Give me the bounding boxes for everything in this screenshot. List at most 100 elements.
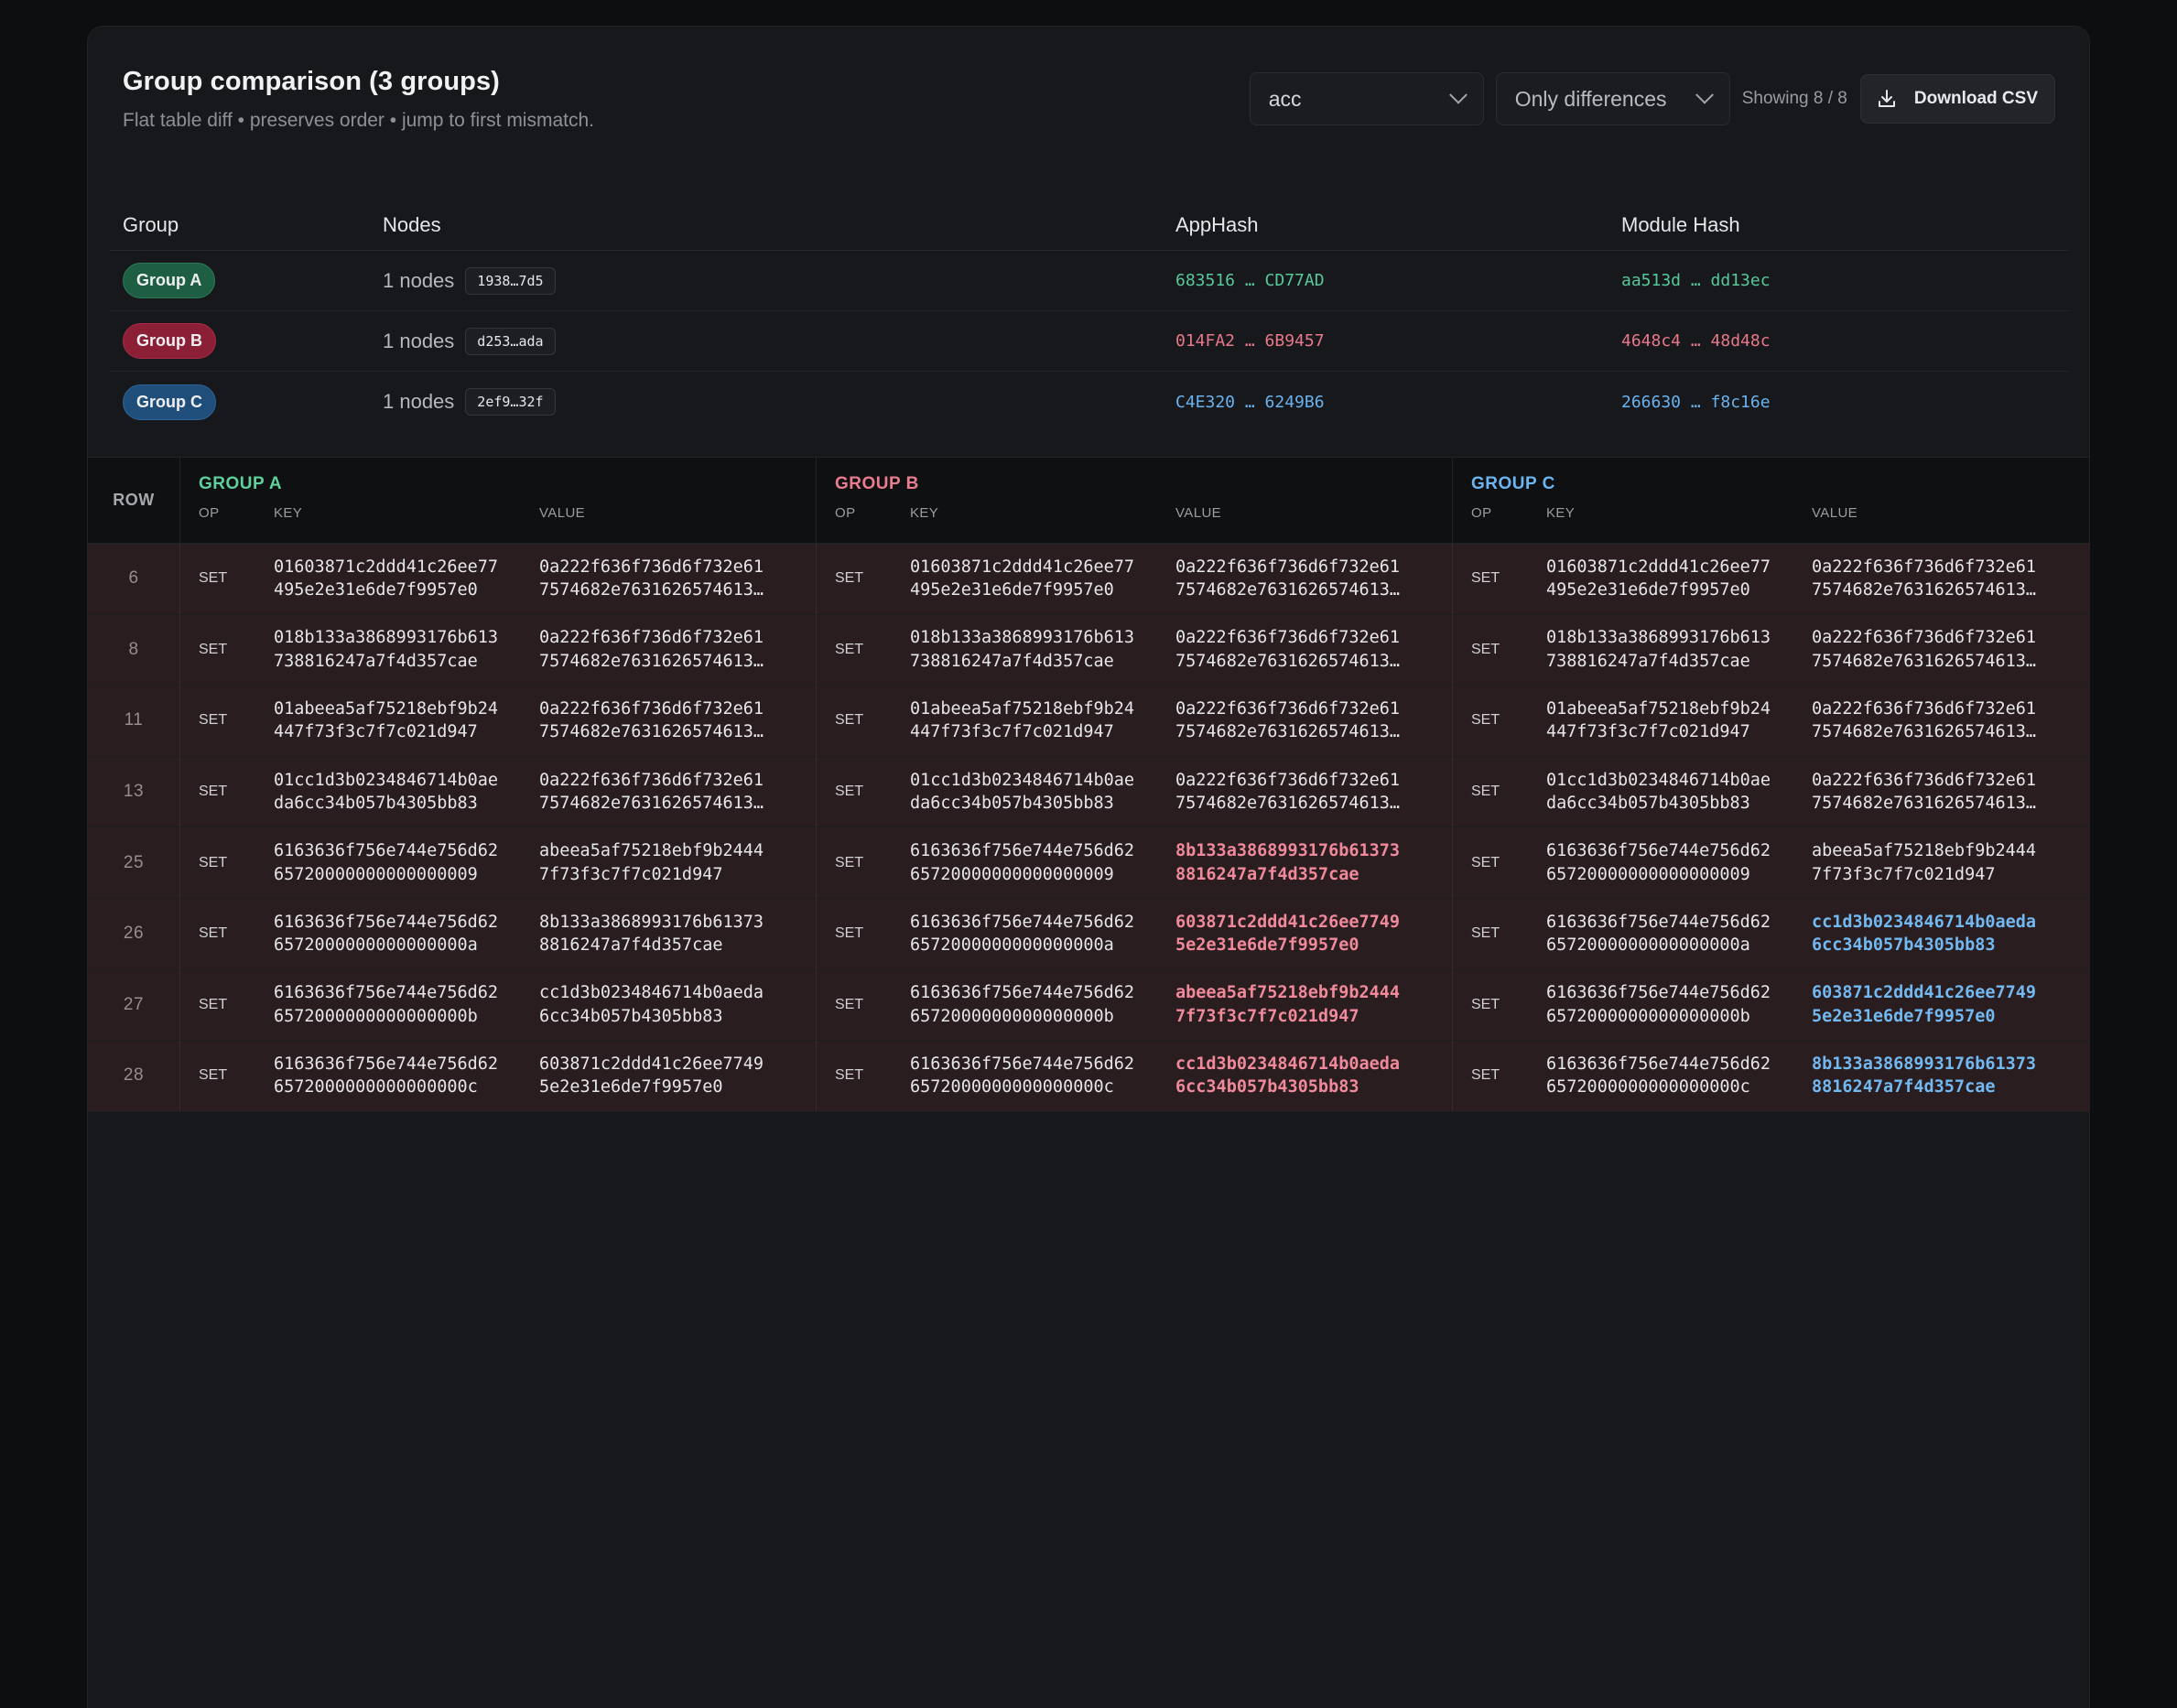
- op-cell: SET: [835, 570, 864, 587]
- node-count: 1 nodes: [383, 268, 455, 292]
- value-cell: 0a222f636f736d6f732e61 7574682e763162657…: [1175, 770, 1401, 814]
- download-csv-button[interactable]: Download CSV: [1859, 74, 2055, 124]
- op-cell: SET: [199, 996, 228, 1012]
- op-cell: SET: [199, 1067, 228, 1084]
- diff-row[interactable]: 11 SET 01abeea5af75218ebf9b24 447f73f3c7f7…: [88, 686, 2089, 757]
- op-cell: SET: [199, 925, 228, 942]
- value-cell: abeea5af75218ebf9b2444 7f73f3c7f7c021d94…: [1175, 983, 1401, 1026]
- key-cell: 01abeea5af75218ebf9b24 447f73f3c7f7c021d…: [910, 698, 1135, 742]
- key-cell: 01603871c2ddd41c26ee77 495e2e31e6de7f995…: [274, 557, 499, 600]
- op-header: OP: [835, 505, 856, 521]
- value-cell: cc1d3b0234846714b0aeda 6cc34b057b4305bb8…: [1175, 1054, 1401, 1097]
- op-cell: SET: [835, 854, 864, 870]
- diff-row[interactable]: 27 SET 6163636f756e744e756d62 657200000000…: [88, 969, 2089, 1042]
- op-cell: SET: [835, 784, 864, 800]
- key-cell: 01abeea5af75218ebf9b24 447f73f3c7f7c021d…: [1546, 698, 1771, 742]
- page-title: Group comparison (3 groups): [123, 67, 500, 96]
- group-c-title: GROUP C: [1471, 474, 1555, 493]
- value-cell: cc1d3b0234846714b0aeda 6cc34b057b4305bb8…: [1812, 912, 2037, 956]
- diff-table: ROW GROUP A OP KEY VALUE GROUP B OP KEY VALU…: [88, 457, 2089, 1112]
- row-number: 28: [88, 1041, 180, 1111]
- diff-row[interactable]: 13 SET 01cc1d3b0234846714b0ae da6cc34b057b…: [88, 756, 2089, 828]
- key-cell: 01cc1d3b0234846714b0ae da6cc34b057b4305b…: [910, 770, 1135, 814]
- group-a-cells: SET 6163636f756e744e756d62 65720000000000…: [180, 827, 817, 898]
- op-cell: SET: [1471, 1067, 1500, 1084]
- group-b-cells: SET 6163636f756e744e756d62 65720000000000…: [817, 827, 1453, 898]
- diff-row[interactable]: 25 SET 6163636f756e744e756d62 657200000000…: [88, 827, 2089, 899]
- row-number: 26: [88, 898, 180, 969]
- value-header: VALUE: [539, 505, 586, 521]
- op-cell: SET: [199, 570, 228, 587]
- key-cell: 018b133a3868993176b613 738816247a7f4d357…: [910, 628, 1135, 671]
- group-b-cells: SET 6163636f756e744e756d62 65720000000000…: [817, 969, 1453, 1041]
- value-cell: 0a222f636f736d6f732e61 7574682e763162657…: [539, 557, 764, 600]
- modulehash-value: aa513d … dd13ec: [1621, 271, 1771, 290]
- group-a-badge[interactable]: Group A: [123, 263, 216, 298]
- key-cell: 6163636f756e744e756d62 65720000000000000…: [1546, 841, 1771, 884]
- value-cell: cc1d3b0234846714b0aeda 6cc34b057b4305bb8…: [539, 983, 764, 1026]
- op-cell: SET: [835, 996, 864, 1012]
- mode-select-value: Only differences: [1514, 86, 1667, 111]
- value-cell: 603871c2ddd41c26ee7749 5e2e31e6de7f9957e…: [1812, 983, 2037, 1026]
- diff-row[interactable]: 26 SET 6163636f756e744e756d62 657200000000…: [88, 898, 2089, 970]
- diff-row[interactable]: 6 SET 01603871c2ddd41c26ee77 495e2e31e6de7…: [88, 544, 2089, 615]
- value-cell: 8b133a3868993176b61373 8816247a7f4d357ca…: [539, 912, 764, 956]
- group-a-cells: SET 01abeea5af75218ebf9b24 447f73f3c7f7c0…: [180, 686, 817, 756]
- diff-row[interactable]: 28 SET 6163636f756e744e756d62 657200000000…: [88, 1041, 2089, 1112]
- op-cell: SET: [1471, 784, 1500, 800]
- panel-header: Group comparison (3 groups) Flat table d…: [123, 67, 594, 132]
- node-id-chip[interactable]: 1938…7d5: [465, 266, 556, 295]
- key-cell: 01cc1d3b0234846714b0ae da6cc34b057b4305b…: [1546, 770, 1771, 814]
- op-cell: SET: [1471, 925, 1500, 942]
- col-apphash: AppHash: [1175, 213, 1259, 236]
- key-cell: 018b133a3868993176b613 738816247a7f4d357…: [1546, 628, 1771, 671]
- col-nodes: Nodes: [383, 213, 441, 236]
- row-header: ROW: [88, 458, 180, 543]
- node-id-chip[interactable]: 2ef9…32f: [465, 388, 556, 416]
- group-a-cells: SET 6163636f756e744e756d62 65720000000000…: [180, 898, 817, 969]
- showing-count: Showing 8 / 8: [1741, 89, 1847, 108]
- key-cell: 01603871c2ddd41c26ee77 495e2e31e6de7f995…: [910, 557, 1135, 600]
- summary-row: Group B 1 nodes d253…ada 014FA2 … 6B9457 …: [110, 311, 2069, 372]
- value-cell: 0a222f636f736d6f732e61 7574682e763162657…: [1175, 628, 1401, 671]
- page-subtitle: Flat table diff • preserves order • jump…: [123, 110, 594, 131]
- group-c-header: GROUP C OP KEY VALUE: [1453, 458, 2089, 543]
- value-header: VALUE: [1812, 505, 1858, 521]
- group-c-cells: SET 018b133a3868993176b613 738816247a7f4d…: [1453, 615, 2089, 686]
- group-c-badge[interactable]: Group C: [123, 384, 216, 420]
- op-cell: SET: [835, 925, 864, 942]
- mode-select[interactable]: Only differences: [1495, 72, 1730, 125]
- value-cell: 0a222f636f736d6f732e61 7574682e763162657…: [1175, 557, 1401, 600]
- filter-select-value: acc: [1268, 86, 1302, 111]
- op-cell: SET: [199, 784, 228, 800]
- group-b-header: GROUP B OP KEY VALUE: [817, 458, 1453, 543]
- row-number: 6: [88, 544, 180, 614]
- value-cell: abeea5af75218ebf9b2444 7f73f3c7f7c021d94…: [1812, 841, 2037, 884]
- group-a-title: GROUP A: [199, 474, 283, 493]
- key-cell: 6163636f756e744e756d62 65720000000000000…: [274, 983, 499, 1026]
- value-cell: 0a222f636f736d6f732e61 7574682e763162657…: [1812, 628, 2037, 671]
- key-cell: 018b133a3868993176b613 738816247a7f4d357…: [274, 628, 499, 671]
- group-a-cells: SET 6163636f756e744e756d62 65720000000000…: [180, 969, 817, 1041]
- diff-rows: 6 SET 01603871c2ddd41c26ee77 495e2e31e6de7…: [88, 544, 2089, 1112]
- group-c-cells: SET 6163636f756e744e756d62 65720000000000…: [1453, 899, 2089, 969]
- summary-header: Group Nodes AppHash Module Hash: [110, 200, 2069, 251]
- op-cell: SET: [1471, 641, 1500, 657]
- group-b-badge[interactable]: Group B: [123, 323, 216, 359]
- op-cell: SET: [199, 712, 228, 729]
- col-group: Group: [123, 213, 179, 236]
- chevron-down-icon: [1695, 85, 1714, 104]
- value-cell: 0a222f636f736d6f732e61 7574682e763162657…: [1812, 698, 2037, 742]
- key-cell: 01abeea5af75218ebf9b24 447f73f3c7f7c021d…: [274, 698, 499, 742]
- value-cell: 8b133a3868993176b61373 8816247a7f4d357ca…: [1812, 1054, 2037, 1097]
- diff-row[interactable]: 8 SET 018b133a3868993176b613 738816247a7f4…: [88, 614, 2089, 686]
- node-id-chip[interactable]: d253…ada: [465, 327, 556, 355]
- group-c-cells: SET 01abeea5af75218ebf9b24 447f73f3c7f7c0…: [1453, 686, 2089, 756]
- op-cell: SET: [199, 641, 228, 657]
- group-c-cells: SET 6163636f756e744e756d62 65720000000000…: [1453, 1041, 2089, 1111]
- key-cell: 01cc1d3b0234846714b0ae da6cc34b057b4305b…: [274, 770, 499, 814]
- value-header: VALUE: [1175, 505, 1222, 521]
- key-cell: 6163636f756e744e756d62 65720000000000000…: [910, 983, 1135, 1026]
- key-cell: 6163636f756e744e756d62 65720000000000000…: [274, 1054, 499, 1097]
- filter-select[interactable]: acc: [1249, 72, 1484, 125]
